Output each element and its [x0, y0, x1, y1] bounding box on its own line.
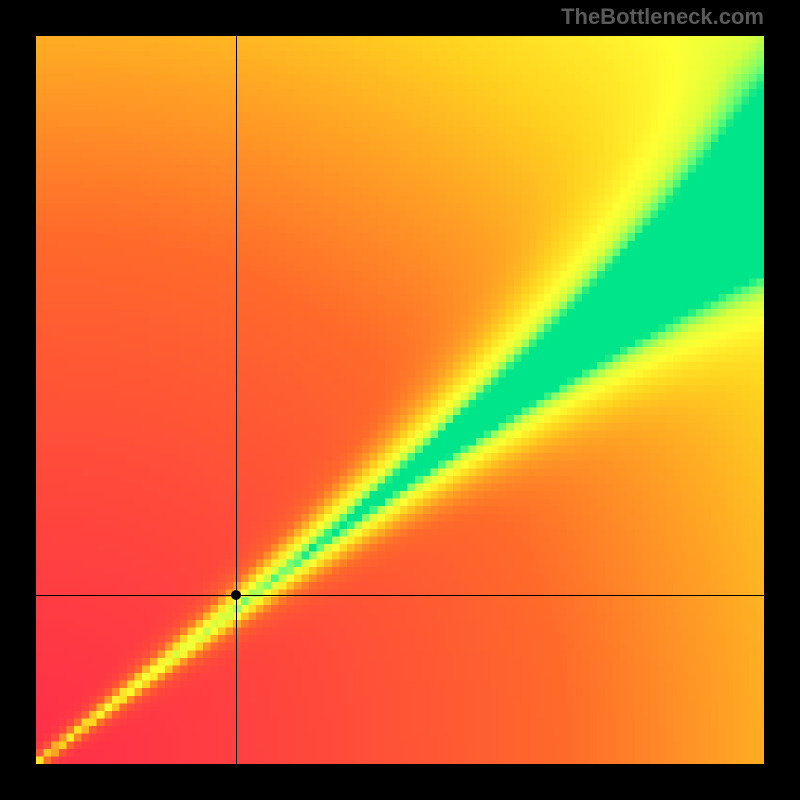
crosshair-horizontal-line: [36, 595, 764, 596]
crosshair-vertical-line: [236, 36, 237, 764]
chart-container: TheBottleneck.com: [0, 0, 800, 800]
watermark-text: TheBottleneck.com: [561, 4, 764, 30]
heatmap-canvas: [36, 36, 764, 764]
heatmap-plot-area: [36, 36, 764, 764]
crosshair-marker-dot: [231, 590, 241, 600]
